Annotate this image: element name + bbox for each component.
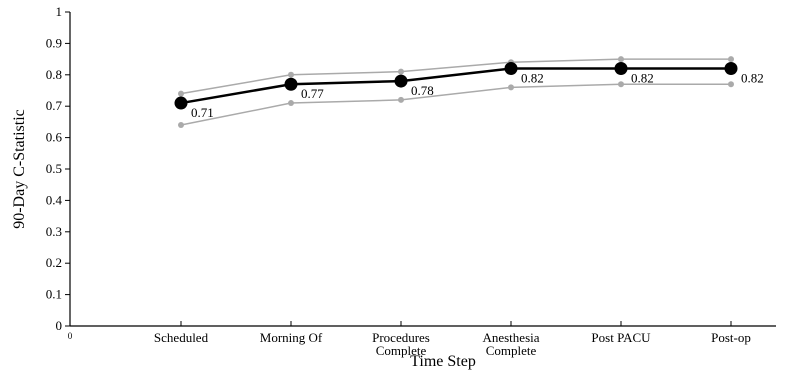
point-lower bbox=[288, 100, 294, 107]
y-tick-label: 0.4 bbox=[46, 192, 63, 207]
point-estimate bbox=[394, 74, 408, 88]
point-lower bbox=[398, 96, 404, 103]
data-label: 0.82 bbox=[741, 71, 764, 86]
x-category-label: Post PACU bbox=[591, 330, 651, 345]
point-estimate bbox=[724, 62, 738, 76]
point-upper bbox=[178, 90, 184, 97]
point-estimate bbox=[614, 62, 628, 76]
x-axis-title: Time Step bbox=[410, 353, 476, 370]
y-tick-label: 0.7 bbox=[46, 98, 63, 113]
y-tick-label: 0.8 bbox=[46, 67, 62, 82]
y-tick-label: 0.1 bbox=[46, 287, 62, 302]
point-upper bbox=[288, 71, 294, 78]
y-tick-label: 0.9 bbox=[46, 35, 62, 50]
point-estimate bbox=[174, 96, 188, 110]
x-category-label: Post-op bbox=[711, 330, 751, 345]
x-axis: 0 Scheduled Morning Of Procedures Complete An… bbox=[68, 321, 776, 358]
x-category-label: Scheduled bbox=[154, 330, 209, 345]
y-tick-label: 0.5 bbox=[46, 161, 62, 176]
data-label: 0.78 bbox=[411, 83, 434, 98]
point-lower bbox=[728, 81, 734, 88]
y-axis: 0 0.1 0.2 0.3 0.4 0.5 0.6 0.7 0.8 0.9 1 bbox=[46, 4, 71, 333]
y-axis-title: 90-Day C-Statistic bbox=[11, 109, 28, 229]
series-layer bbox=[174, 56, 738, 129]
data-label: 0.71 bbox=[191, 105, 214, 120]
point-lower bbox=[178, 122, 184, 129]
data-labels: 0.71 0.77 0.78 0.82 0.82 0.82 bbox=[191, 71, 764, 121]
point-upper bbox=[398, 68, 404, 75]
y-tick-label: 0.2 bbox=[46, 255, 62, 270]
series-line-upper bbox=[180, 58, 731, 95]
x-category-label: Anesthesia Complete bbox=[482, 330, 539, 358]
point-estimate bbox=[504, 62, 518, 76]
data-label: 0.82 bbox=[521, 71, 544, 86]
point-lower bbox=[618, 81, 624, 88]
point-upper bbox=[618, 56, 624, 63]
data-label: 0.77 bbox=[301, 86, 324, 101]
data-label: 0.82 bbox=[631, 71, 654, 86]
y-tick-label: 0.3 bbox=[46, 224, 62, 239]
y-tick-label: 1 bbox=[56, 4, 63, 19]
y-tick-label: 0 bbox=[56, 318, 63, 333]
point-upper bbox=[728, 56, 734, 63]
series-line-lower bbox=[180, 83, 731, 126]
y-tick-label: 0.6 bbox=[46, 130, 63, 145]
x-category-label: Morning Of bbox=[260, 330, 323, 345]
x-category-label: Procedures Complete bbox=[372, 330, 430, 358]
series-line-estimate bbox=[180, 67, 731, 105]
x-origin-label: 0 bbox=[68, 331, 73, 341]
point-lower bbox=[508, 84, 514, 91]
point-estimate bbox=[284, 77, 298, 91]
